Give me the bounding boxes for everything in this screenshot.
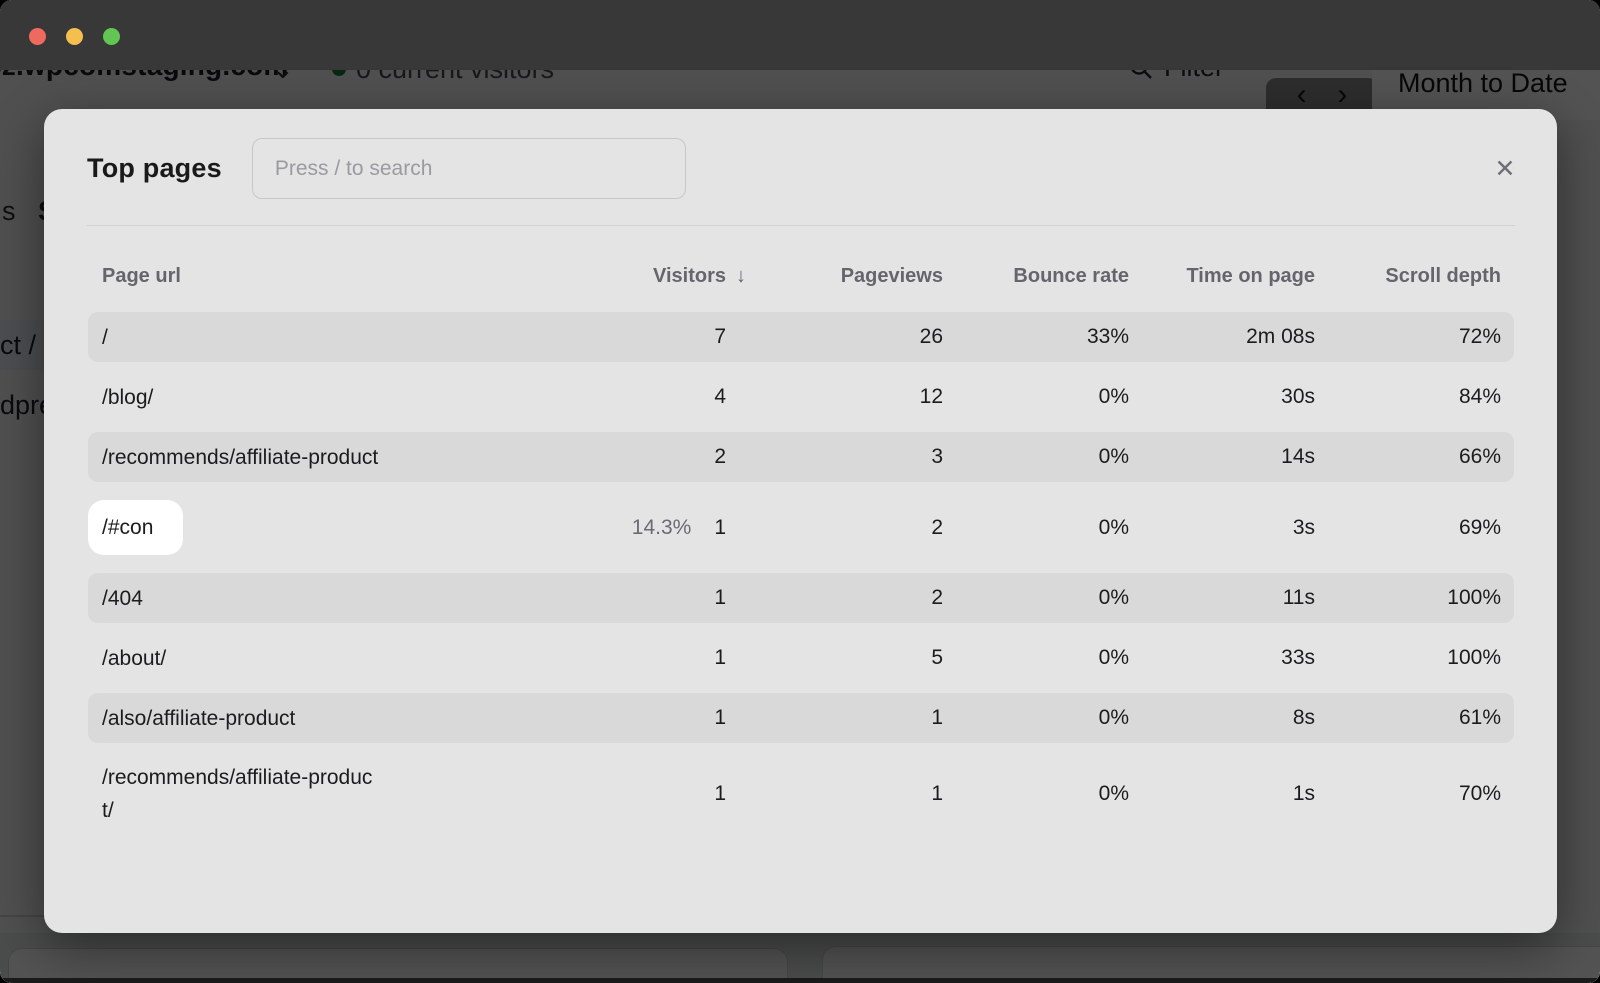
table-body: / 7 26 33% 2m 08s 72% /blog/ 4 12 0% 30s… xyxy=(88,312,1514,835)
page-url-cell: / xyxy=(102,321,382,354)
modal-header: Top pages ✕ xyxy=(44,109,1557,199)
column-header-time-on-page[interactable]: Time on page xyxy=(1186,264,1315,287)
pageviews-value: 2 xyxy=(931,515,943,539)
pageviews-value: 5 xyxy=(931,646,943,669)
column-header-visitors[interactable]: Visitors ↓ xyxy=(382,264,746,288)
column-header-visitors-label: Visitors xyxy=(653,264,726,287)
scroll-depth-value: 72% xyxy=(1458,325,1501,348)
page-url-cell: /also/affiliate-product xyxy=(102,702,382,735)
modal-title: Top pages xyxy=(87,153,222,183)
page-url-cell: /#con xyxy=(88,500,382,555)
page-url: /blog/ xyxy=(102,385,154,409)
sort-desc-icon: ↓ xyxy=(736,264,746,287)
visitors-value: 1 xyxy=(714,646,726,669)
bounce-rate-value: 0% xyxy=(1098,586,1129,609)
close-window-button[interactable] xyxy=(29,28,46,45)
macos-titlebar xyxy=(0,0,1600,70)
table-row[interactable]: /also/affiliate-product 1 1 0% 8s 61% xyxy=(88,693,1514,743)
page-url-cell: /404 xyxy=(102,582,382,615)
visitors-value: 2 xyxy=(714,445,726,468)
header-divider xyxy=(87,225,1515,226)
scroll-depth-value: 84% xyxy=(1458,385,1501,408)
minimize-window-button[interactable] xyxy=(66,28,83,45)
visitors-value: 7 xyxy=(714,325,726,348)
visitors-cell: 4 xyxy=(382,385,726,409)
time-on-page-value: 14s xyxy=(1281,445,1315,468)
bounce-rate-value: 0% xyxy=(1098,385,1129,408)
time-on-page-value: 1s xyxy=(1292,782,1315,805)
time-on-page-value: 3s xyxy=(1292,515,1315,539)
visitors-cell: 1 xyxy=(382,782,726,806)
table-row[interactable]: /#con 14.3% 1 2 0% 3s 69% xyxy=(88,492,1514,563)
scroll-depth-value: 69% xyxy=(1458,515,1501,539)
visitors-value: 1 xyxy=(714,515,726,539)
bounce-rate-value: 0% xyxy=(1098,782,1129,805)
visitors-value: 1 xyxy=(714,782,726,805)
table-header-row: Page url Visitors ↓ Pageviews Bounce rate… xyxy=(88,248,1514,304)
visitors-value: 1 xyxy=(714,706,726,729)
page-url-cell: /blog/ xyxy=(102,381,382,414)
zoom-window-button[interactable] xyxy=(103,28,120,45)
page-url: /404 xyxy=(102,586,143,610)
table-row[interactable]: / 7 26 33% 2m 08s 72% xyxy=(88,312,1514,362)
table-row[interactable]: /recommends/affiliate-product/ 1 1 0% 1s… xyxy=(88,753,1514,835)
table-row[interactable]: /about/ 1 5 0% 33s 100% xyxy=(88,633,1514,683)
pageviews-value: 12 xyxy=(919,385,943,408)
scroll-depth-value: 61% xyxy=(1458,706,1501,729)
time-on-page-value: 30s xyxy=(1281,385,1315,408)
close-icon[interactable]: ✕ xyxy=(1483,147,1527,191)
pageviews-value: 2 xyxy=(931,586,943,609)
scroll-depth-value: 66% xyxy=(1458,445,1501,468)
bounce-rate-value: 0% xyxy=(1098,646,1129,669)
time-on-page-value: 11s xyxy=(1282,586,1315,609)
visitors-cell: 7 xyxy=(382,325,726,349)
column-header-pageviews[interactable]: Pageviews xyxy=(840,264,943,287)
page-url-cell: /recommends/affiliate-product xyxy=(102,441,382,474)
page-url: /#con xyxy=(88,500,184,555)
page-url: /recommends/affiliate-product/ xyxy=(102,766,373,822)
visitors-cell: 2 xyxy=(382,445,726,469)
visitors-cell: 1 xyxy=(382,586,726,610)
bounce-rate-value: 33% xyxy=(1086,325,1129,348)
table-row[interactable]: /recommends/affiliate-product 2 3 0% 14s… xyxy=(88,432,1514,482)
visitor-share-percent: 14.3% xyxy=(631,515,692,539)
scroll-depth-value: 100% xyxy=(1447,646,1501,669)
search-input[interactable] xyxy=(251,138,686,199)
page-url-cell: /recommends/affiliate-product/ xyxy=(102,761,382,827)
column-header-bounce-rate[interactable]: Bounce rate xyxy=(1013,264,1129,287)
bounce-rate-value: 0% xyxy=(1098,445,1129,468)
page-url-cell: /about/ xyxy=(102,642,382,675)
visitors-cell: 14.3% 1 xyxy=(382,516,726,540)
visitors-cell: 1 xyxy=(382,646,726,670)
column-header-page-url[interactable]: Page url xyxy=(102,264,181,287)
page-url: /recommends/affiliate-product xyxy=(102,445,379,469)
pageviews-value: 1 xyxy=(931,782,943,805)
visitors-value: 4 xyxy=(714,385,726,408)
page-url: / xyxy=(102,325,108,349)
page-url: /also/affiliate-product xyxy=(102,706,296,730)
bounce-rate-value: 0% xyxy=(1098,515,1129,539)
scroll-depth-value: 70% xyxy=(1458,782,1501,805)
pageviews-value: 1 xyxy=(931,706,943,729)
visitors-value: 1 xyxy=(714,586,726,609)
page-url: /about/ xyxy=(102,646,167,670)
table-row[interactable]: /404 1 2 0% 11s 100% xyxy=(88,573,1514,623)
scroll-depth-value: 100% xyxy=(1447,586,1501,609)
bounce-rate-value: 0% xyxy=(1098,706,1129,729)
column-header-scroll-depth[interactable]: Scroll depth xyxy=(1385,264,1501,287)
pageviews-value: 3 xyxy=(931,445,943,468)
time-on-page-value: 33s xyxy=(1281,646,1315,669)
time-on-page-value: 8s xyxy=(1292,706,1315,729)
top-pages-modal: Top pages ✕ Page url Visitors ↓ Pageviews… xyxy=(44,109,1557,933)
table-row[interactable]: /blog/ 4 12 0% 30s 84% xyxy=(88,372,1514,422)
visitors-cell: 1 xyxy=(382,706,726,730)
pageviews-value: 26 xyxy=(919,325,943,348)
time-on-page-value: 2m 08s xyxy=(1246,325,1315,348)
